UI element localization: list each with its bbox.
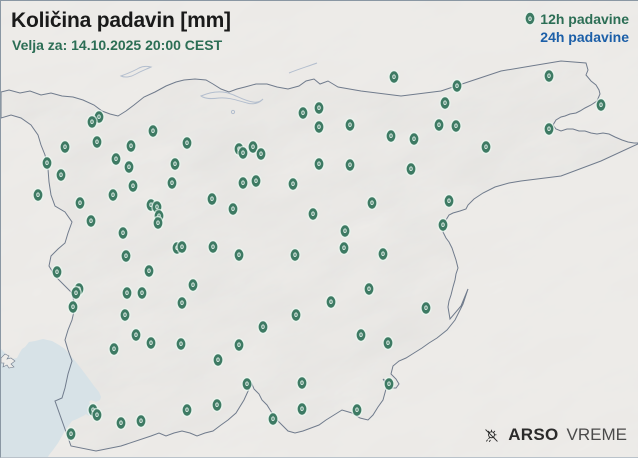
- svg-text:0: 0: [529, 16, 533, 23]
